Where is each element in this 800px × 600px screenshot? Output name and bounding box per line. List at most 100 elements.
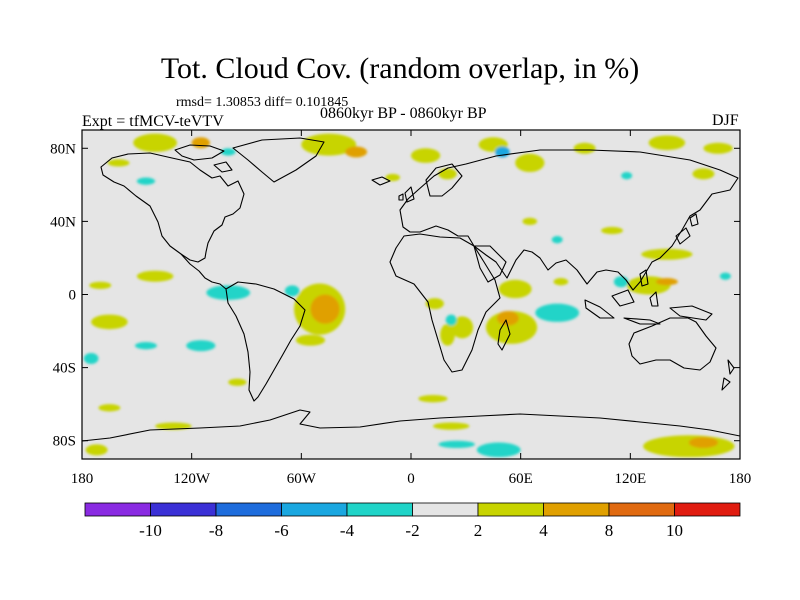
coastline-arabia xyxy=(473,245,507,283)
x-tick-label-0: 180 xyxy=(71,471,94,487)
anomaly-region-37 xyxy=(284,285,300,297)
coastline-australia xyxy=(628,317,717,371)
anomaly-region-45 xyxy=(98,404,121,412)
anomaly-region-42 xyxy=(91,314,128,330)
axis-layer: 180 120W 60W 0 60E 120E 180 80N 40N 0 40S 80S xyxy=(50,130,751,487)
anomaly-region-7 xyxy=(411,148,441,163)
anomaly-region-13 xyxy=(573,142,596,154)
map-title: Tot. Cloud Cov. (random overlap, in %) xyxy=(160,52,640,85)
anomaly-region-48 xyxy=(418,395,448,403)
colorbar-swatch-2 xyxy=(215,502,282,517)
anomaly-region-34 xyxy=(425,298,444,310)
anomaly-region-30 xyxy=(496,310,519,326)
coastline-south-america xyxy=(225,281,306,402)
anomaly-region-1 xyxy=(191,137,210,149)
colorbar-swatch-1 xyxy=(150,502,217,517)
colorbar-swatch-4 xyxy=(346,502,413,517)
anomaly-region-54 xyxy=(85,444,108,456)
coastline-layer xyxy=(82,137,740,442)
anomaly-region-18 xyxy=(522,217,538,226)
colorbar: -10 -8 -6 -4 -2 2 4 8 10 xyxy=(84,502,741,540)
colorbar-label-5: 2 xyxy=(474,521,483,540)
colorbar-swatch-3 xyxy=(281,502,348,517)
colorbar-label-6: 4 xyxy=(539,521,548,540)
colorbar-swatch-6 xyxy=(477,502,544,517)
experiment-label: Expt = tfMCV-teVTV xyxy=(82,113,224,130)
anomaly-region-20 xyxy=(551,236,563,244)
anomaly-region-33 xyxy=(445,314,457,326)
anomaly-region-43 xyxy=(135,342,157,350)
map-background xyxy=(82,130,740,459)
coastline-arctic-islands xyxy=(174,144,233,173)
anomaly-region-28 xyxy=(535,303,580,322)
anomaly-region-31 xyxy=(451,316,474,339)
anomaly-region-0 xyxy=(133,133,178,152)
anomaly-region-50 xyxy=(476,442,521,458)
anomaly-region-39 xyxy=(206,285,251,300)
anomaly-region-40 xyxy=(136,270,174,282)
colorbar-label-2: -6 xyxy=(274,521,288,540)
coastline-north-america xyxy=(100,152,245,263)
x-tick-label-5: 120E xyxy=(614,471,646,487)
anomaly-region-19 xyxy=(601,226,624,235)
anomaly-region-32 xyxy=(440,323,455,346)
season-label: DJF xyxy=(712,112,739,129)
anomaly-region-15 xyxy=(703,142,733,154)
anomaly-region-12 xyxy=(515,153,545,173)
anomaly-region-22 xyxy=(719,272,731,280)
coastline-scandinavia xyxy=(425,163,463,197)
anomaly-region-6 xyxy=(345,146,368,158)
anomaly-region-36 xyxy=(310,294,340,324)
y-tick-label-4: 80S xyxy=(53,434,76,450)
coastline-africa xyxy=(389,233,501,373)
anomaly-region-2 xyxy=(107,159,130,167)
coastline-british-isles xyxy=(398,186,415,203)
colorbar-label-1: -8 xyxy=(209,521,223,540)
colorbar-swatch-7 xyxy=(543,502,610,517)
anomaly-region-16 xyxy=(692,168,715,180)
anomaly-region-14 xyxy=(648,135,686,151)
anomaly-region-25 xyxy=(613,276,629,288)
anomaly-region-27 xyxy=(498,279,532,299)
anomaly-region-41 xyxy=(89,281,112,290)
coastline-antarctica xyxy=(82,409,740,442)
anomaly-region-44 xyxy=(186,340,216,352)
anomaly-region-46 xyxy=(228,378,247,386)
x-tick-label-6: 180 xyxy=(729,471,752,487)
anomaly-region-49 xyxy=(432,422,470,430)
anomaly-region-52 xyxy=(643,435,735,458)
anomaly-region-5 xyxy=(301,133,357,156)
anomaly-region-47 xyxy=(155,422,192,430)
coastline-philippines xyxy=(639,213,699,287)
colorbar-swatch-5 xyxy=(412,502,479,517)
x-tick-label-3: 0 xyxy=(407,471,415,487)
y-tick-label-2: 0 xyxy=(69,288,77,304)
colorbar-label-4: -2 xyxy=(405,521,419,540)
colorbar-swatch-9 xyxy=(674,502,741,517)
anomaly-region-53 xyxy=(688,437,719,449)
coastline-madagascar xyxy=(497,319,511,351)
colorbar-label-7: 8 xyxy=(605,521,614,540)
y-tick-label-3: 40S xyxy=(53,361,76,377)
anomaly-region-26 xyxy=(553,278,569,286)
colorbar-swatch-0 xyxy=(84,502,151,517)
anomaly-region-21 xyxy=(641,248,693,260)
anomaly-region-51 xyxy=(438,440,475,449)
anomaly-region-55 xyxy=(83,352,99,364)
anomaly-region-24 xyxy=(655,278,678,286)
anomaly-region-9 xyxy=(385,173,401,182)
y-tick-label-0: 80N xyxy=(50,141,76,157)
coastline-new-zealand xyxy=(721,359,735,391)
anomaly-region-4 xyxy=(220,148,236,156)
period-label: 0860kyr BP - 0860kyr BP xyxy=(320,105,487,122)
coastline-central-america xyxy=(180,253,227,290)
coastline-greenland xyxy=(232,137,325,183)
coastline-indonesia xyxy=(584,289,713,325)
coastline-eurasia xyxy=(399,149,739,291)
anomaly-region-17 xyxy=(621,172,633,180)
anomaly-region-8 xyxy=(438,168,457,180)
colorbar-label-3: -4 xyxy=(340,521,355,540)
anomaly-region-38 xyxy=(295,334,326,346)
y-tick-label-1: 40N xyxy=(50,214,76,230)
